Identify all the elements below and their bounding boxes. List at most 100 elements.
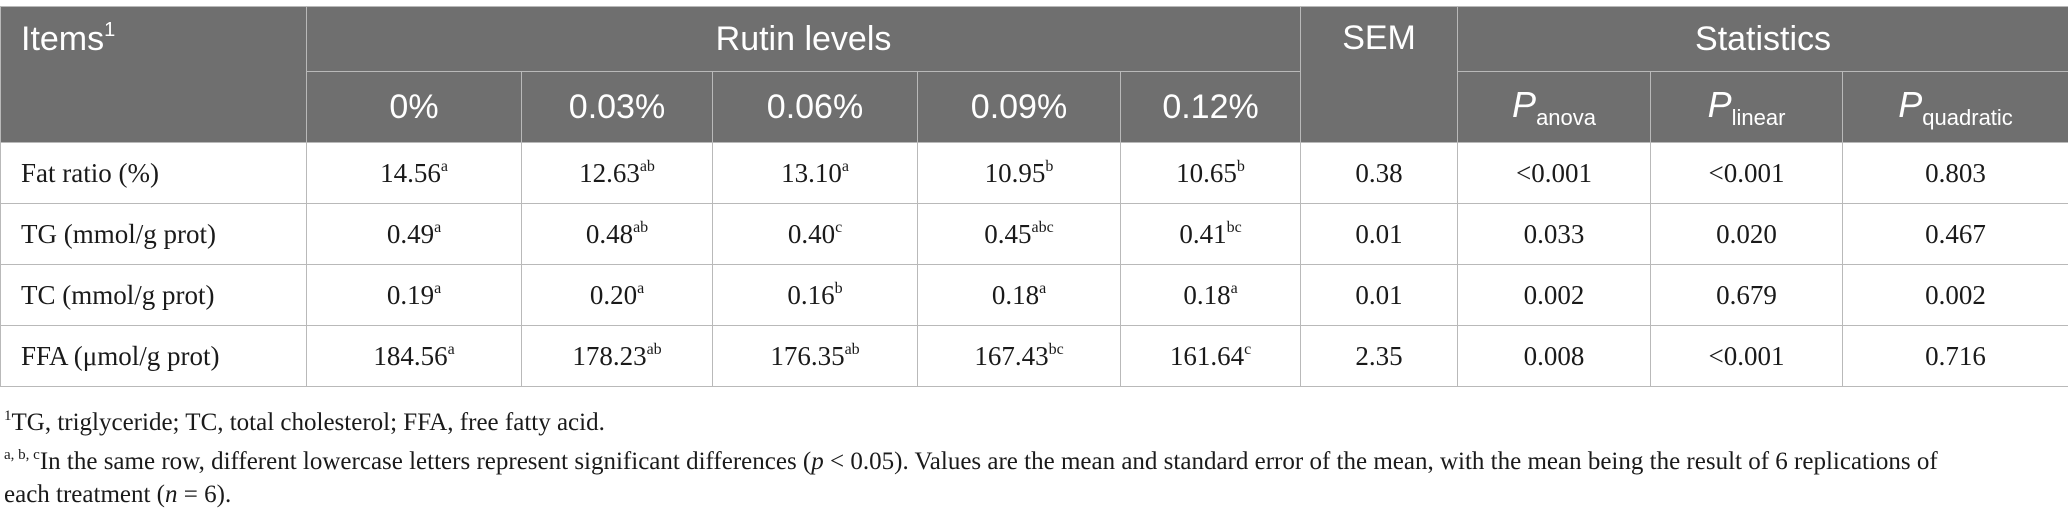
significance-letter: a: [434, 279, 442, 297]
p-subscript-anova: anova: [1536, 104, 1597, 130]
cell-value: 10.95: [984, 157, 1046, 188]
sem-cell: 0.01: [1300, 264, 1459, 326]
cell-value: 14.56: [380, 157, 441, 188]
significance-letter: ab: [639, 157, 655, 175]
cell-value: 10.65: [1176, 157, 1237, 188]
p-quadratic-header: Pquadratic: [1842, 71, 2068, 143]
cell-value: 0.18: [1183, 279, 1231, 310]
footnote-2-text-c: each treatment (: [4, 481, 166, 508]
p-quadratic-cell: 0.467: [1842, 203, 2068, 265]
value-cell: 13.10a: [712, 142, 918, 204]
significance-letter: a: [637, 279, 645, 297]
p-quadratic-cell: 0.716: [1842, 325, 2068, 387]
sem-header: SEM: [1300, 6, 1459, 143]
results-table: Items1 Rutin levels SEM Statistics 0% 0.…: [0, 6, 2068, 387]
cell-value: 0.45: [984, 218, 1032, 249]
items-header-footnote-mark: 1: [104, 19, 116, 41]
p-symbol: P: [1512, 83, 1537, 125]
cell-value: 161.64: [1169, 340, 1245, 371]
footnote-2-n-symbol: n: [165, 481, 178, 508]
p-anova-cell: 0.002: [1457, 264, 1652, 326]
items-header-label: Items: [21, 20, 105, 58]
cell-value: 167.43: [974, 340, 1049, 371]
table-row-fat-ratio: Fat ratio (%) 14.56a 12.63ab 13.10a 10.9…: [0, 142, 2068, 204]
p-anova-cell: <0.001: [1457, 142, 1652, 204]
sem-cell: 2.35: [1300, 325, 1459, 387]
p-symbol: P: [1707, 83, 1732, 125]
footnote-2-text-b: < 0.05). Values are the mean and standar…: [823, 448, 1938, 475]
row-label: Fat ratio (%): [0, 142, 307, 204]
value-cell: 0.40c: [712, 203, 918, 265]
value-cell: 10.95b: [917, 142, 1121, 204]
significance-letter: a: [1039, 279, 1047, 297]
row-label: FFA (μmol/g prot): [0, 325, 307, 387]
value-cell: 178.23ab: [521, 325, 713, 387]
value-cell: 0.49a: [306, 203, 522, 265]
cell-value: 0.19: [386, 279, 435, 310]
significance-letter: c: [835, 218, 843, 236]
table-row-tg: TG (mmol/g prot) 0.49a 0.48ab 0.40c 0.45…: [0, 203, 2068, 265]
significance-letter: ab: [844, 340, 860, 358]
cell-value: 0.20: [589, 279, 638, 310]
cell-value: 184.56: [373, 340, 448, 371]
p-anova-header: Panova: [1457, 71, 1652, 143]
level-header-2: 0.06%: [712, 71, 918, 143]
p-linear-cell: 0.679: [1650, 264, 1844, 326]
significance-letter: abc: [1031, 218, 1054, 236]
p-symbol: P: [1898, 83, 1923, 125]
cell-value: 0.48: [585, 218, 634, 249]
level-header-0: 0%: [306, 71, 522, 143]
p-quadratic-cell: 0.803: [1842, 142, 2068, 204]
footnote-2-mark: a, b, c: [4, 447, 40, 463]
footnote-1: 1TG, triglyceride; TC, total cholesterol…: [4, 400, 2064, 439]
sem-cell: 0.38: [1300, 142, 1459, 204]
rutin-levels-header: Rutin levels: [305, 6, 1302, 72]
significance-letter: a: [447, 340, 455, 358]
significance-letter: a: [841, 157, 849, 175]
value-cell: 14.56a: [306, 142, 522, 204]
value-cell: 0.18a: [917, 264, 1121, 326]
level-header-3: 0.09%: [917, 71, 1121, 143]
footnote-2-continued: each treatment (n = 6).: [4, 478, 2064, 511]
footnote-1-mark: 1: [4, 408, 12, 424]
header-row-2: 0% 0.03% 0.06% 0.09% 0.12% Panova Plinea…: [1, 71, 2068, 143]
footnote-2: a, b, cIn the same row, different lowerc…: [4, 439, 2064, 478]
table-row-ffa: FFA (μmol/g prot) 184.56a 178.23ab 176.3…: [0, 325, 2068, 387]
value-cell: 0.41bc: [1119, 203, 1302, 265]
header-row-1: Items1 Rutin levels SEM Statistics: [0, 6, 2068, 143]
footnote-2-p-symbol: p: [811, 448, 824, 475]
table-footnotes: 1TG, triglyceride; TC, total cholesterol…: [4, 400, 2064, 511]
cell-value: 0.16: [787, 279, 835, 310]
footnote-2-text-d: = 6).: [177, 481, 232, 508]
significance-letter: a: [434, 218, 442, 236]
row-label: TG (mmol/g prot): [0, 203, 307, 265]
significance-letter: bc: [1226, 218, 1242, 236]
significance-letter: b: [834, 279, 843, 297]
p-anova-cell: 0.033: [1457, 203, 1652, 265]
p-quadratic-cell: 0.002: [1842, 264, 2068, 326]
value-cell: 176.35ab: [712, 325, 918, 387]
value-cell: 0.19a: [306, 264, 522, 326]
cell-value: 176.35: [770, 340, 845, 371]
sem-cell: 0.01: [1300, 203, 1459, 265]
table-row-tc: TC (mmol/g prot) 0.19a 0.20a 0.16b 0.18a…: [0, 264, 2068, 326]
significance-letter: bc: [1048, 340, 1064, 358]
level-header-1: 0.03%: [521, 71, 713, 143]
value-cell: 184.56a: [306, 325, 522, 387]
significance-letter: ab: [646, 340, 662, 358]
cell-value: 0.49: [386, 218, 435, 249]
value-cell: 0.16b: [712, 264, 918, 326]
significance-letter: ab: [633, 218, 649, 236]
row-label: TC (mmol/g prot): [0, 264, 307, 326]
p-linear-cell: <0.001: [1650, 142, 1844, 204]
significance-letter: a: [440, 157, 448, 175]
cell-value: 0.40: [787, 218, 836, 249]
cell-value: 13.10: [781, 157, 842, 188]
p-subscript-quadratic: quadratic: [1922, 104, 2013, 130]
p-linear-header: Plinear: [1650, 71, 1844, 143]
value-cell: 0.20a: [521, 264, 713, 326]
significance-letter: a: [1230, 279, 1238, 297]
cell-value: 178.23: [572, 340, 647, 371]
significance-letter: c: [1244, 340, 1252, 358]
value-cell: 10.65b: [1119, 142, 1302, 204]
